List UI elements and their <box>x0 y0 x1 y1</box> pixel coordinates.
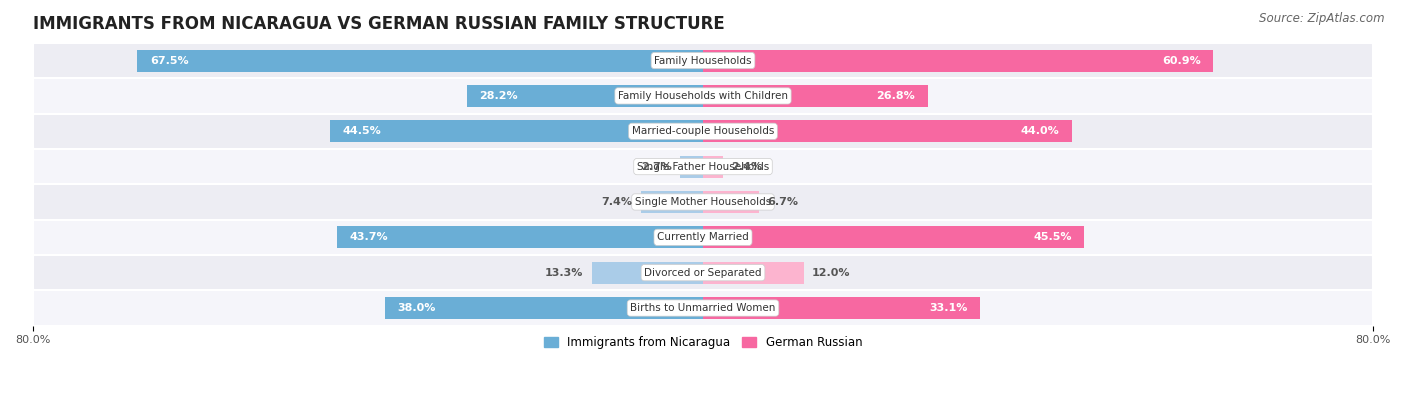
Text: 7.4%: 7.4% <box>602 197 633 207</box>
Text: 44.5%: 44.5% <box>343 126 381 136</box>
Bar <box>703 191 759 213</box>
Legend: Immigrants from Nicaragua, German Russian: Immigrants from Nicaragua, German Russia… <box>538 331 868 354</box>
Text: 2.4%: 2.4% <box>731 162 762 171</box>
Bar <box>32 149 1374 184</box>
Text: Married-couple Households: Married-couple Households <box>631 126 775 136</box>
Text: Source: ZipAtlas.com: Source: ZipAtlas.com <box>1260 12 1385 25</box>
Text: Births to Unmarried Women: Births to Unmarried Women <box>630 303 776 313</box>
Bar <box>641 191 703 213</box>
Text: Divorced or Separated: Divorced or Separated <box>644 268 762 278</box>
Bar <box>592 262 703 284</box>
Text: 67.5%: 67.5% <box>150 56 188 66</box>
Text: 44.0%: 44.0% <box>1021 126 1059 136</box>
Bar <box>32 114 1374 149</box>
Bar <box>703 297 980 319</box>
Text: 13.3%: 13.3% <box>544 268 583 278</box>
Bar <box>32 220 1374 255</box>
Bar <box>703 226 1084 248</box>
Text: 33.1%: 33.1% <box>929 303 967 313</box>
Bar <box>703 85 928 107</box>
Bar <box>32 290 1374 326</box>
Text: Family Households with Children: Family Households with Children <box>619 91 787 101</box>
Bar <box>32 184 1374 220</box>
Text: 12.0%: 12.0% <box>811 268 851 278</box>
Bar <box>703 156 723 178</box>
Bar <box>467 85 703 107</box>
Text: 45.5%: 45.5% <box>1033 232 1071 242</box>
Text: 60.9%: 60.9% <box>1161 56 1201 66</box>
Text: 6.7%: 6.7% <box>768 197 799 207</box>
Bar <box>703 262 804 284</box>
Text: 43.7%: 43.7% <box>350 232 388 242</box>
Bar <box>703 50 1213 71</box>
Bar <box>32 78 1374 114</box>
Bar <box>32 255 1374 290</box>
Bar <box>681 156 703 178</box>
Bar <box>703 120 1071 142</box>
Text: 2.7%: 2.7% <box>641 162 672 171</box>
Text: 26.8%: 26.8% <box>876 91 915 101</box>
Bar <box>385 297 703 319</box>
Text: Single Mother Households: Single Mother Households <box>636 197 770 207</box>
Text: 38.0%: 38.0% <box>396 303 436 313</box>
Bar <box>330 120 703 142</box>
Text: Currently Married: Currently Married <box>657 232 749 242</box>
Bar <box>337 226 703 248</box>
Text: Family Households: Family Households <box>654 56 752 66</box>
Text: 28.2%: 28.2% <box>479 91 517 101</box>
Text: Single Father Households: Single Father Households <box>637 162 769 171</box>
Bar <box>138 50 703 71</box>
Text: IMMIGRANTS FROM NICARAGUA VS GERMAN RUSSIAN FAMILY STRUCTURE: IMMIGRANTS FROM NICARAGUA VS GERMAN RUSS… <box>32 15 724 33</box>
Bar <box>32 43 1374 78</box>
